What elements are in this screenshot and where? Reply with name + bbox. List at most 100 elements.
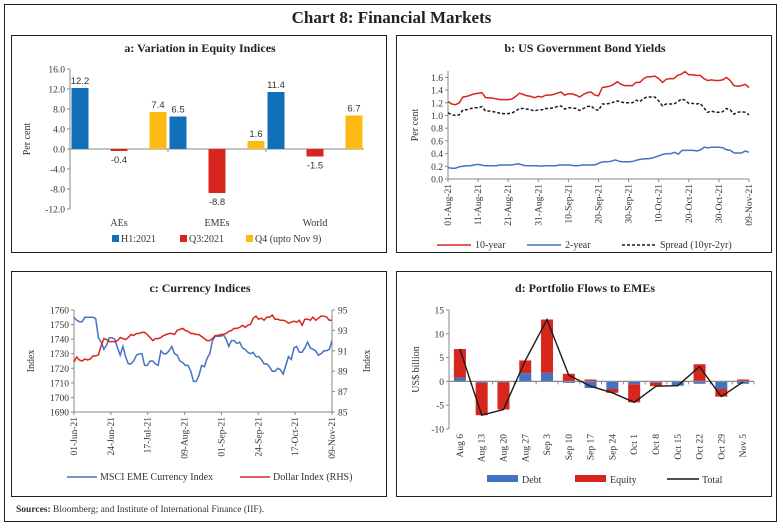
bar-q4-upto-nov-9- [247,141,265,149]
x-category-label: Oct 1 [630,434,640,455]
bar-debt [606,381,619,390]
x-category-label: EMEs [205,218,230,229]
x-category-label: Aug 13 [478,434,488,462]
bar-h1-2021 [71,88,89,149]
bar-debt [541,372,554,382]
legend-swatch [575,475,606,482]
chart-title: a: Variation in Equity Indices [124,41,276,55]
y-tick-label: -10 [431,426,444,436]
y-tick-label: 0.6 [431,137,443,147]
figure-frame [4,4,777,522]
x-tick-label: 30-Oct-21 [715,184,725,223]
bar-debt [628,381,641,385]
x-category-label: Aug 20 [499,434,509,462]
bar-equity [584,379,597,382]
y-tick-label: 1.4 [431,87,443,97]
y-tick-label: -12.0 [45,206,65,216]
bar-equity [541,319,554,373]
y-tick-label: 1740 [50,336,69,346]
y-tick-label: 8.0 [53,106,65,116]
x-tick-label: 20-Sep-21 [595,184,605,224]
bar-h1-2021 [267,92,285,149]
x-tick-label: 21-Aug-21 [504,184,514,226]
x-tick-label: 17-Jul-21 [144,417,154,454]
bar-equity [519,360,532,374]
y-axis-label: US$ billion [411,346,422,392]
panel-portfolio-flows: d: Portfolio Flows to EMEs -10 -5 0 5 10 15 US$… [396,271,772,497]
bar-debt [649,381,662,383]
line-total [459,317,744,417]
equity-indices-chart: a: Variation in Equity Indices -12.0 -8.0 -… [22,41,364,245]
x-category-label: Oct 22 [696,434,706,460]
x-category-label: Oct 15 [674,434,684,460]
bar-equity [606,389,619,393]
x-category-label: Sep 3 [543,434,553,456]
line-dollar-index-rhs [73,314,332,363]
bar-equity [475,382,488,416]
data-label: 11.4 [267,80,285,91]
data-label: -0.4 [111,155,127,166]
legend-label: Debt [522,475,542,486]
y-tick-label: 1690 [50,409,69,419]
panel-currency-indices: c: Currency Indices 1690 1700 1710 1720 1730 1… [11,271,387,497]
x-category-label: AEs [110,218,127,229]
y-tick-label: 0.0 [431,176,443,186]
y-tick-label: -8.0 [50,186,65,196]
bar-h1-2021 [169,116,187,149]
y-tick-label: 12.0 [48,86,65,96]
legend-swatch [112,235,119,242]
legend-label: Total [702,475,723,486]
legend-label: H1:2021 [121,234,156,245]
y-tick-label: 0.2 [431,163,443,173]
x-category-label: Oct 29 [717,434,727,460]
y-tick-label: 1.2 [431,99,443,109]
panel-bond-yields: b: US Government Bond Yields 0.0 0.2 0.4 0.6… [396,35,772,253]
line-spread-10yr-2yr [447,96,750,117]
bar-debt [475,381,488,383]
y-tick-label: 1700 [50,394,69,404]
y-tick-label: 16.0 [48,66,65,76]
x-tick-label: 24-Jun-21 [107,417,117,456]
bond-yields-chart: b: US Government Bond Yields 0.0 0.2 0.4 0.6… [410,41,755,251]
y-tick-label: 1760 [50,307,69,317]
y-tick-label: 10 [435,330,445,340]
bar-debt [519,373,532,382]
legend-swatch [246,235,253,242]
legend-label: 10-year [475,240,506,251]
sources-label: Sources: [16,505,51,515]
y-axis-label: Per cent [410,109,421,142]
data-label: 6.7 [347,104,360,115]
panel-equity-indices: a: Variation in Equity Indices -12.0 -8.0 -… [11,35,387,253]
x-tick-label: 01-Jun-21 [70,417,80,456]
y-tick-label: 0.4 [431,150,443,160]
legend-label: Equity [610,475,637,486]
legend-label: Dollar Index (RHS) [273,472,352,483]
legend-label: Spread (10yr-2yr) [660,240,732,251]
bar-debt [584,381,597,389]
x-category-label: Aug 6 [456,434,466,458]
x-tick-label: 31-Aug-21 [534,184,544,226]
data-label: 7.4 [151,100,164,111]
x-category-label: Nov 5 [739,434,749,458]
bar-q3-2021 [208,149,226,193]
y-tick-label: 0.8 [431,125,443,135]
bar-debt [453,377,466,382]
x-tick-label: 09-Nov-21 [328,417,338,459]
line-msci-eme-currency-index [73,316,333,383]
x-category-label: Sep 17 [587,434,597,460]
y2-tick-label: 93 [338,327,348,337]
data-label: 12.2 [71,76,90,87]
x-tick-label: 10-Sep-21 [564,184,574,224]
y2-tick-label: 91 [338,347,348,357]
line-10-year [447,70,750,106]
chart-title: d: Portfolio Flows to EMEs [515,281,655,295]
line-2-year [447,146,750,169]
bar-q3-2021 [110,149,128,151]
legend-label: MSCI EME Currency Index [100,472,213,483]
x-tick-label: 01-Sep-21 [217,417,227,457]
y-tick-label: 1750 [50,321,69,331]
bar-equity [715,389,728,397]
currency-indices-chart: c: Currency Indices 1690 1700 1710 1720 1730 1… [26,281,373,483]
y-tick-label: 1710 [50,379,69,389]
y2-tick-label: 87 [338,388,348,398]
